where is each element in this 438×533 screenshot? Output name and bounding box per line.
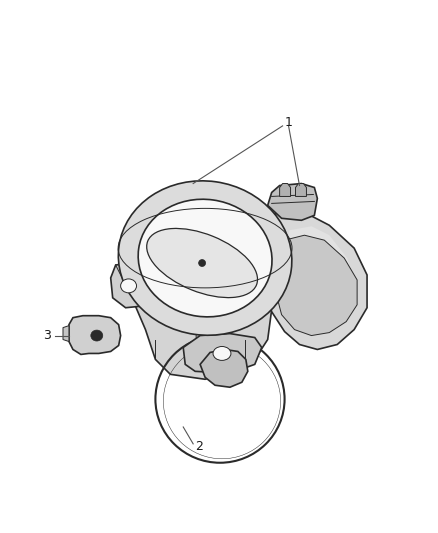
Polygon shape [111, 262, 152, 308]
Polygon shape [131, 270, 272, 379]
Ellipse shape [138, 199, 272, 317]
Ellipse shape [118, 181, 292, 335]
Polygon shape [196, 298, 214, 342]
Ellipse shape [120, 279, 137, 293]
Ellipse shape [213, 346, 231, 360]
Polygon shape [276, 235, 357, 336]
Text: 1: 1 [285, 116, 293, 130]
Polygon shape [279, 183, 290, 197]
Ellipse shape [198, 260, 205, 266]
Text: 2: 2 [195, 440, 203, 454]
Ellipse shape [147, 229, 258, 297]
Polygon shape [278, 226, 355, 334]
Polygon shape [296, 183, 307, 197]
Polygon shape [265, 211, 367, 350]
Text: 3: 3 [43, 329, 51, 342]
Polygon shape [63, 326, 69, 342]
Polygon shape [183, 334, 262, 373]
Polygon shape [268, 183, 318, 220]
Ellipse shape [91, 330, 103, 341]
Polygon shape [200, 350, 248, 387]
Polygon shape [69, 316, 120, 354]
